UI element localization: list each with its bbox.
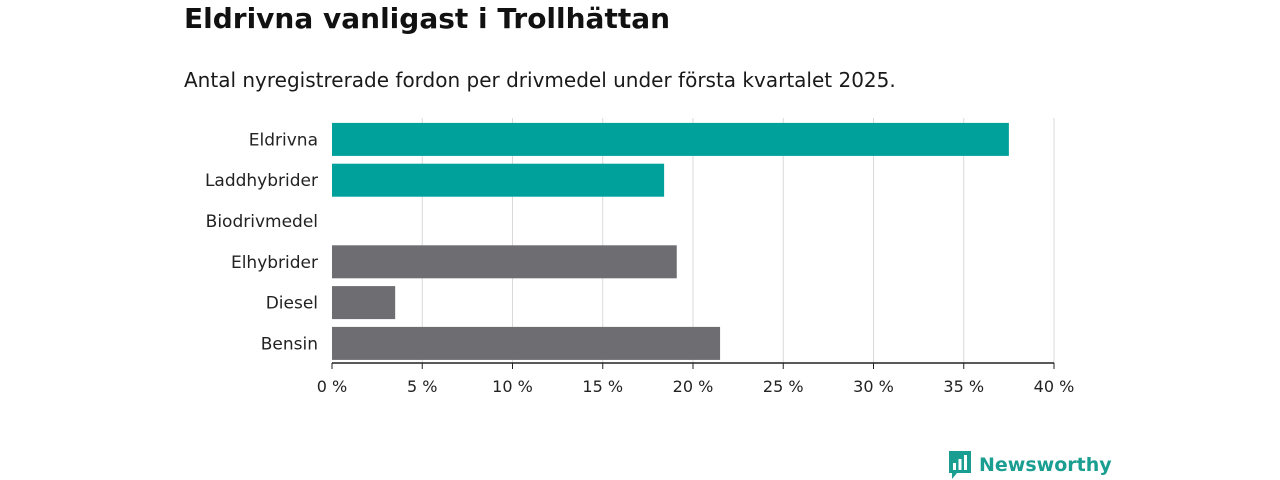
category-label: Diesel <box>266 294 318 314</box>
x-tick-label: 5 % <box>407 377 437 396</box>
bar <box>332 122 1009 156</box>
bar <box>332 245 677 279</box>
x-axis: 0 % 5 % 10 % 15 % 20 % 25 % 30 % 35 % 40 % <box>317 362 1075 396</box>
x-tick-label: 10 % <box>492 377 533 396</box>
x-tick-label: 30 % <box>853 377 894 396</box>
bar <box>332 286 396 320</box>
bars <box>332 122 1009 360</box>
x-tick-label: 35 % <box>943 377 984 396</box>
category-label: Eldrivna <box>249 130 318 150</box>
newsworthy-logo-icon <box>949 451 971 479</box>
category-label: Biodrivmedel <box>206 212 318 232</box>
grid-lines <box>421 118 1055 363</box>
category-label: Bensin <box>261 334 318 354</box>
bar <box>332 163 665 197</box>
newsworthy-logo: Newsworthy <box>948 450 1112 480</box>
chart-title: Eldrivna vanligast i Trollhättan <box>184 2 671 35</box>
chart-subtitle: Antal nyregistrerade fordon per drivmede… <box>184 68 896 92</box>
bar <box>332 326 721 360</box>
x-tick-label: 40 % <box>1034 377 1075 396</box>
category-label: Elhybrider <box>231 253 318 273</box>
category-label: Laddhybrider <box>205 171 318 191</box>
x-tick-label: 20 % <box>673 377 714 396</box>
brand-name: Newsworthy <box>979 454 1112 476</box>
bar-chart: Eldrivna Laddhybrider Biodrivmedel Elhybrid… <box>205 118 1075 396</box>
x-tick-label: 15 % <box>582 377 623 396</box>
category-labels: Eldrivna Laddhybrider Biodrivmedel Elhybrid… <box>205 130 318 354</box>
x-tick-label: 25 % <box>763 377 804 396</box>
x-tick-label: 0 % <box>317 377 347 396</box>
